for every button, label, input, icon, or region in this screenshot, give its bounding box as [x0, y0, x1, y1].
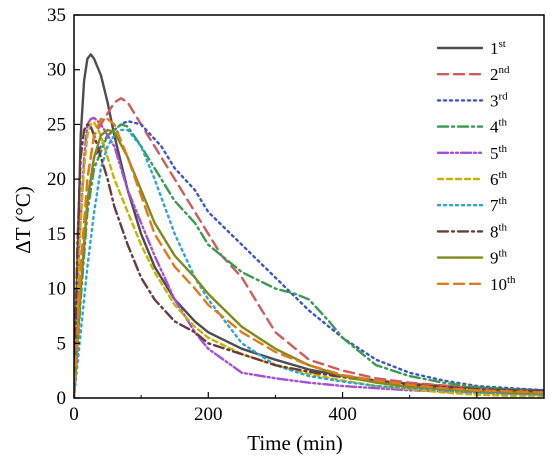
y-tick-label: 35: [47, 5, 66, 26]
series-line-3: [74, 119, 544, 398]
legend-label-5: 5th: [490, 143, 508, 163]
series-layer: [74, 53, 544, 398]
y-axis-title: ΔT (°C): [11, 186, 35, 254]
y-tick-label: 25: [47, 114, 66, 135]
legend-label-3: 3rd: [490, 90, 508, 110]
series-line-10: [74, 117, 544, 398]
x-axis-title: Time (min): [247, 431, 342, 455]
series-line-8: [74, 123, 544, 398]
series-line-5: [74, 116, 544, 398]
plot-frame: [73, 14, 545, 399]
series-line-9: [74, 128, 544, 398]
series-line-7: [74, 128, 544, 398]
y-tick-label: 10: [47, 279, 66, 300]
series-line-4: [74, 123, 544, 398]
legend-label-4: 4th: [490, 117, 508, 137]
x-tick-label: 600: [463, 404, 492, 425]
legend: 1st 2nd 3rd 4th 5th 6th 7th 8th 9th 10th: [436, 38, 516, 294]
legend-label-6: 6th: [490, 169, 508, 189]
series-line-6: [74, 121, 544, 398]
y-tick-label: 30: [47, 60, 66, 81]
legend-label-9: 9th: [490, 248, 508, 268]
legend-label-1: 1st: [490, 38, 506, 58]
y-tick-label: 15: [47, 224, 66, 245]
x-tick-label: 0: [69, 404, 79, 425]
series-line-2: [74, 97, 544, 398]
ticks-layer: 0 200 400 600 0 5 10 15 20 25 30 35: [47, 5, 491, 425]
y-tick-label: 5: [57, 333, 67, 354]
x-tick-label: 400: [328, 404, 357, 425]
legend-label-10: 10th: [490, 274, 516, 294]
x-tick-label: 200: [194, 404, 223, 425]
y-tick-label: 20: [47, 169, 66, 190]
legend-label-8: 8th: [490, 221, 508, 241]
legend-label-7: 7th: [490, 195, 508, 215]
series-line-1: [74, 53, 544, 398]
y-tick-label: 0: [57, 388, 67, 409]
legend-label-2: 2nd: [490, 64, 510, 84]
